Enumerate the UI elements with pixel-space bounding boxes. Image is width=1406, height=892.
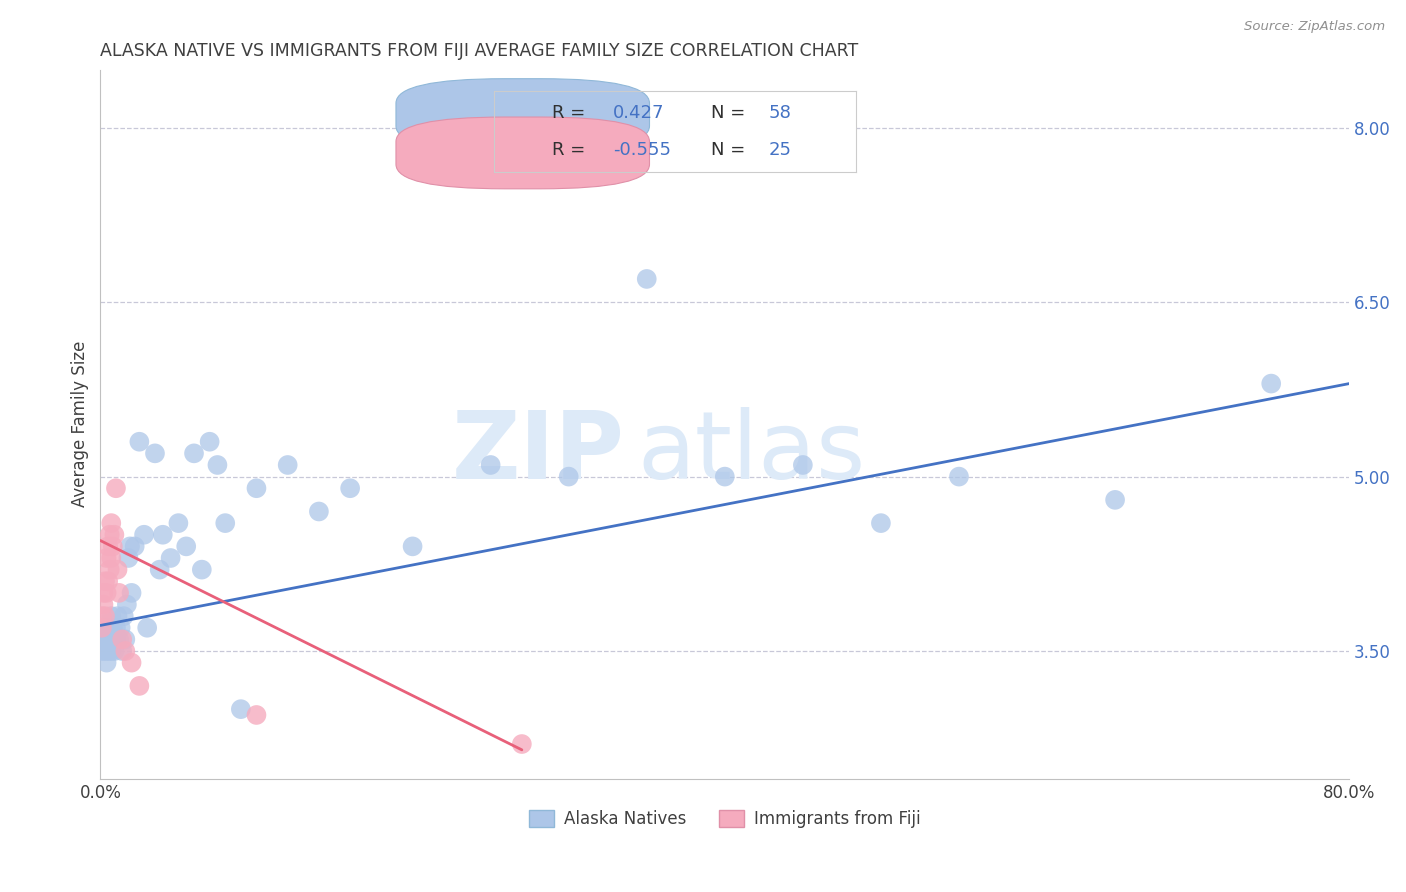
Point [100,516,122,530]
Point [96,586,118,600]
Point [159,551,181,566]
Point [107,563,129,577]
Point [115,598,138,612]
Point [132,527,155,541]
Point [112,609,135,624]
Point [90,644,112,658]
Point [97,574,120,589]
Point [870,516,893,530]
Text: atlas: atlas [637,407,866,499]
Point [636,272,658,286]
Point [245,481,267,495]
Point [510,737,533,751]
Point [229,702,252,716]
Point [103,527,125,541]
Point [118,540,141,554]
Point [100,609,122,624]
Point [98,527,121,541]
Y-axis label: Average Family Size: Average Family Size [72,341,89,508]
Point [121,656,143,670]
Point [339,481,361,495]
Point [100,644,122,658]
Point [90,621,112,635]
Point [101,540,124,554]
Point [110,621,132,635]
Text: ALASKA NATIVE VS IMMIGRANTS FROM FIJI AVERAGE FAMILY SIZE CORRELATION CHART: ALASKA NATIVE VS IMMIGRANTS FROM FIJI AV… [100,42,859,60]
Point [94,644,117,658]
Point [214,516,236,530]
Point [94,632,117,647]
Point [96,621,118,635]
Point [121,586,143,600]
Point [114,644,136,658]
Point [1260,376,1282,391]
Point [94,574,117,589]
Point [108,586,131,600]
Point [136,621,159,635]
Point [401,540,423,554]
Point [97,540,120,554]
Point [308,504,330,518]
Point [124,540,146,554]
Point [111,632,134,647]
Point [93,621,115,635]
Point [107,609,129,624]
Point [98,621,121,635]
Point [108,632,131,647]
Point [245,708,267,723]
Point [128,679,150,693]
Point [97,644,120,658]
Point [143,446,166,460]
Point [111,644,134,658]
Legend: Alaska Natives, Immigrants from Fiji: Alaska Natives, Immigrants from Fiji [522,803,928,834]
Point [98,632,121,647]
Point [97,632,120,647]
Point [479,458,502,472]
Text: Source: ZipAtlas.com: Source: ZipAtlas.com [1244,20,1385,33]
Point [104,481,127,495]
Point [96,656,118,670]
Point [174,540,197,554]
Point [100,551,122,566]
Point [149,563,172,577]
Point [93,598,115,612]
Point [191,563,214,577]
Point [1104,492,1126,507]
Point [183,446,205,460]
Point [103,644,125,658]
Point [96,551,118,566]
Point [104,632,127,647]
Point [557,469,579,483]
Point [128,434,150,449]
Point [98,563,121,577]
Point [792,458,814,472]
Point [114,632,136,647]
Point [101,632,124,647]
Point [277,458,299,472]
Point [101,621,124,635]
Point [198,434,221,449]
Point [90,632,112,647]
Point [207,458,229,472]
Point [93,586,115,600]
Point [948,469,970,483]
Point [167,516,190,530]
Point [104,621,127,635]
Point [94,609,117,624]
Point [90,609,112,624]
Point [117,551,139,566]
Text: ZIP: ZIP [451,407,624,499]
Point [714,469,737,483]
Point [152,527,174,541]
